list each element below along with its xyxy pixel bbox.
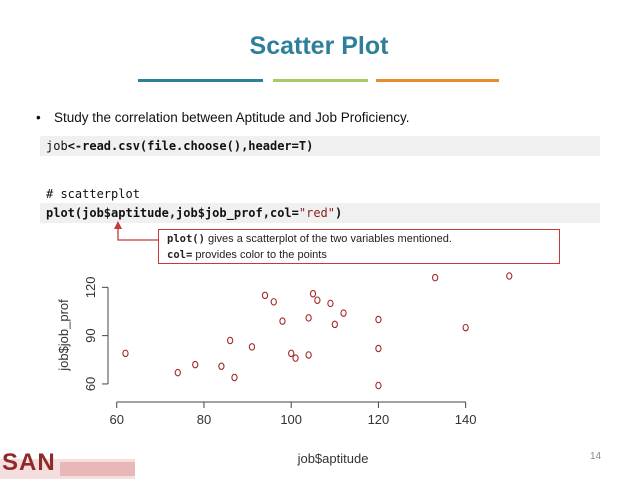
scatter-point: [305, 314, 312, 322]
scatter-point: [218, 362, 225, 370]
callout-text-1: gives a scatterplot of the two variables…: [204, 233, 452, 245]
scatter-point: [261, 291, 269, 300]
scatter-point: [309, 290, 317, 298]
scatter-point: [248, 343, 256, 351]
x-tick-label: 100: [280, 412, 302, 427]
code-plot-call: plot(job$aptitude,job$job_prof,col=: [46, 206, 299, 220]
x-tick-label: 140: [455, 412, 477, 427]
slide-title: Scatter Plot: [249, 32, 389, 60]
code-comment: # scatterplot: [46, 187, 140, 201]
scatter-point: [462, 323, 469, 332]
scatter-point: [279, 317, 286, 325]
scatter-point: [331, 320, 338, 329]
scatter-point: [288, 349, 295, 358]
scatter-point: [340, 309, 347, 317]
bullet-marker: •: [36, 110, 41, 125]
scatter-point: [174, 368, 181, 377]
callout-box: plot() gives a scatterplot of the two va…: [158, 229, 560, 264]
y-tick-label: 120: [83, 276, 98, 298]
page-number: 14: [590, 451, 602, 462]
code-close: ): [335, 206, 343, 220]
x-tick-label: 60: [109, 412, 123, 427]
code-line-read-csv: job<-read.csv(file.choose(),header=T): [46, 139, 313, 153]
title-bar-blue: [138, 79, 263, 82]
callout-text-2: provides color to the points: [192, 249, 327, 261]
x-tick-label: 80: [197, 412, 211, 427]
callout-code-plot: plot(): [167, 233, 205, 245]
callout-line-1: plot() gives a scatterplot of the two va…: [167, 233, 452, 245]
y-tick-label: 90: [83, 328, 98, 342]
scatter-point: [192, 360, 199, 369]
scatter-point: [270, 298, 277, 306]
code-var: job: [46, 139, 68, 153]
title-bar-orange: [376, 79, 499, 82]
logo-text: SAN: [2, 449, 56, 476]
y-axis-title: job$job_prof: [56, 299, 71, 372]
title-bar-green: [273, 79, 368, 82]
scatter-point: [506, 272, 513, 280]
code-string: "red": [298, 206, 335, 220]
x-axis-title: job$aptitude: [297, 451, 369, 466]
scatter-point: [305, 351, 312, 359]
code-line-plot: plot(job$aptitude,job$job_prof,col="red"…: [46, 206, 342, 220]
bullet-text: Study the correlation between Aptitude a…: [54, 110, 410, 125]
bullet-point: • Study the correlation between Aptitude…: [36, 110, 410, 125]
code-band-2: [40, 203, 600, 223]
scatter-point: [327, 299, 334, 308]
code-read-call: <-read.csv(file.choose(),header=T): [67, 139, 314, 153]
scatter-point: [292, 354, 299, 362]
scatter-point: [375, 381, 382, 390]
code-band-1: [40, 136, 600, 156]
scatter-point: [375, 315, 382, 324]
y-tick-label: 60: [83, 377, 98, 391]
scatter-point: [122, 349, 129, 358]
x-tick-label: 120: [368, 412, 390, 427]
scatter-point: [231, 373, 238, 382]
scatter-point: [375, 344, 382, 353]
scatter-point: [431, 273, 439, 282]
callout-code-col: col=: [167, 249, 193, 261]
scatter-point: [226, 336, 234, 345]
callout-line-2: col= provides color to the points: [167, 249, 327, 261]
scatter-point: [314, 296, 321, 304]
